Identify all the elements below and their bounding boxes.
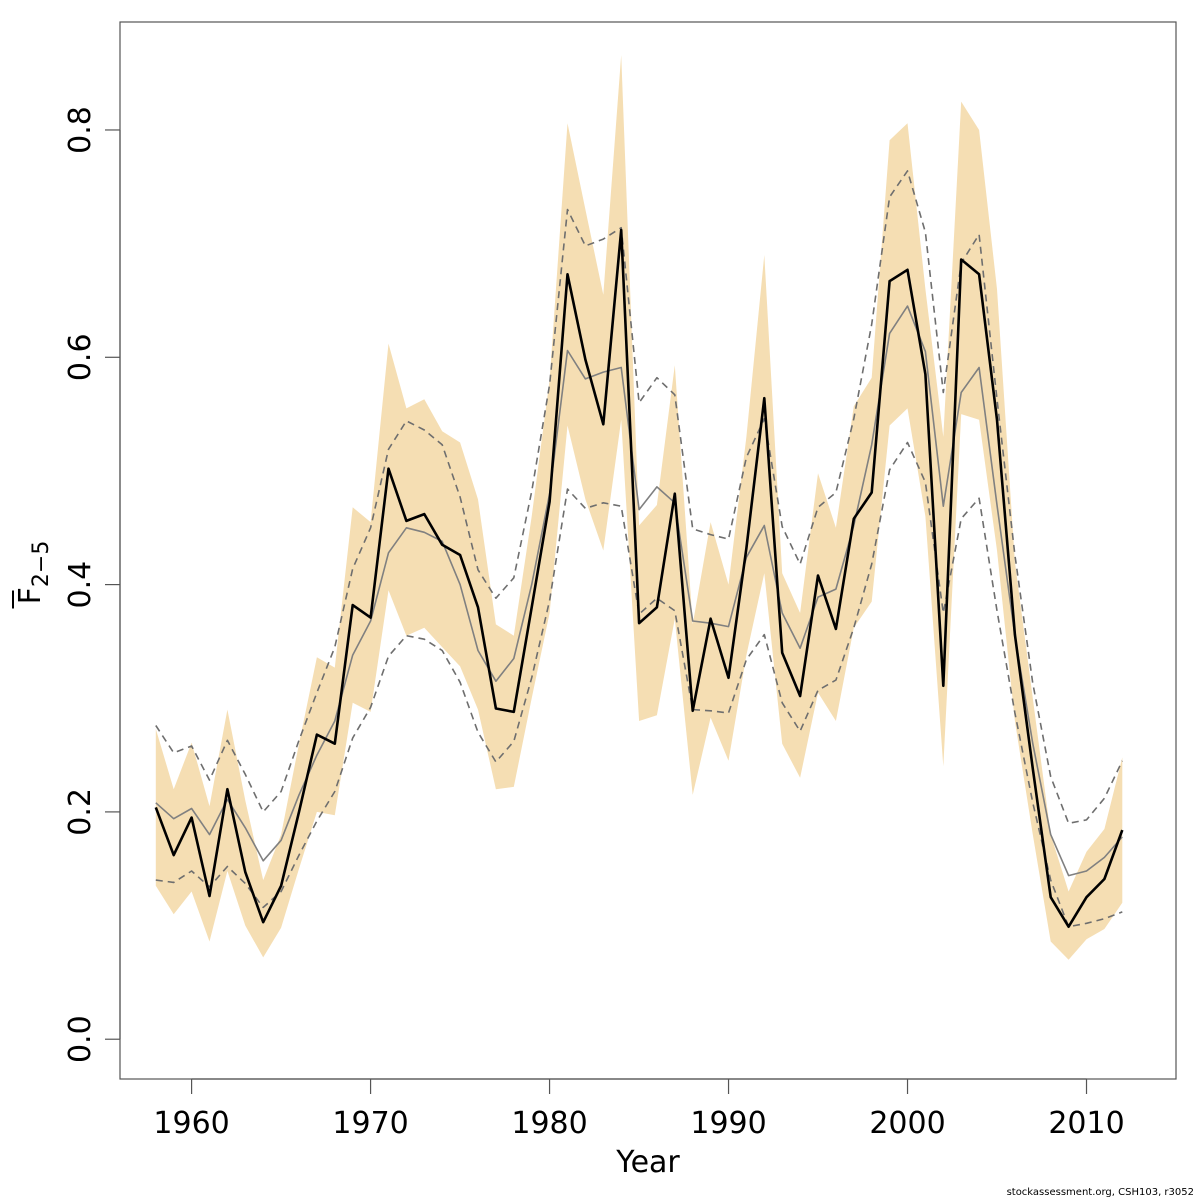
- y-axis-title-subscript: 2−5: [29, 541, 54, 587]
- confidence-band: [155, 55, 1123, 960]
- y-tick-label: 0.6: [63, 333, 98, 381]
- y-axis-title-main: F: [13, 587, 48, 604]
- series-estimate-line: [154, 228, 1124, 929]
- y-tick-label: 0.2: [63, 788, 98, 836]
- x-tick-label: 1960: [153, 1106, 229, 1141]
- x-tick-label: 1990: [690, 1106, 766, 1141]
- x-tick-label: 1980: [511, 1106, 587, 1141]
- y-tick-label: 0.4: [63, 561, 98, 609]
- x-tick-label: 2010: [1048, 1106, 1124, 1141]
- x-tick-label: 2000: [869, 1106, 945, 1141]
- x-axis-title: Year: [615, 1145, 680, 1180]
- series-layer: [154, 170, 1124, 929]
- y-tick-label: 0.0: [63, 1015, 98, 1063]
- confidence-band-layer: [155, 55, 1123, 960]
- series-median-line: [155, 305, 1123, 877]
- svg-text:F2−5: F2−5: [13, 541, 54, 605]
- x-tick-label: 1970: [332, 1106, 408, 1141]
- y-axis: 0.0 0.2 0.4 0.6 0.8: [63, 106, 121, 1063]
- footer-credit: stockassessment.org, CSH103, r3052: [1006, 1187, 1194, 1198]
- y-tick-label: 0.8: [63, 106, 98, 154]
- y-axis-title: F2−5: [12, 541, 54, 609]
- x-axis: 1960 1970 1980 1990 2000 2010: [153, 1078, 1125, 1141]
